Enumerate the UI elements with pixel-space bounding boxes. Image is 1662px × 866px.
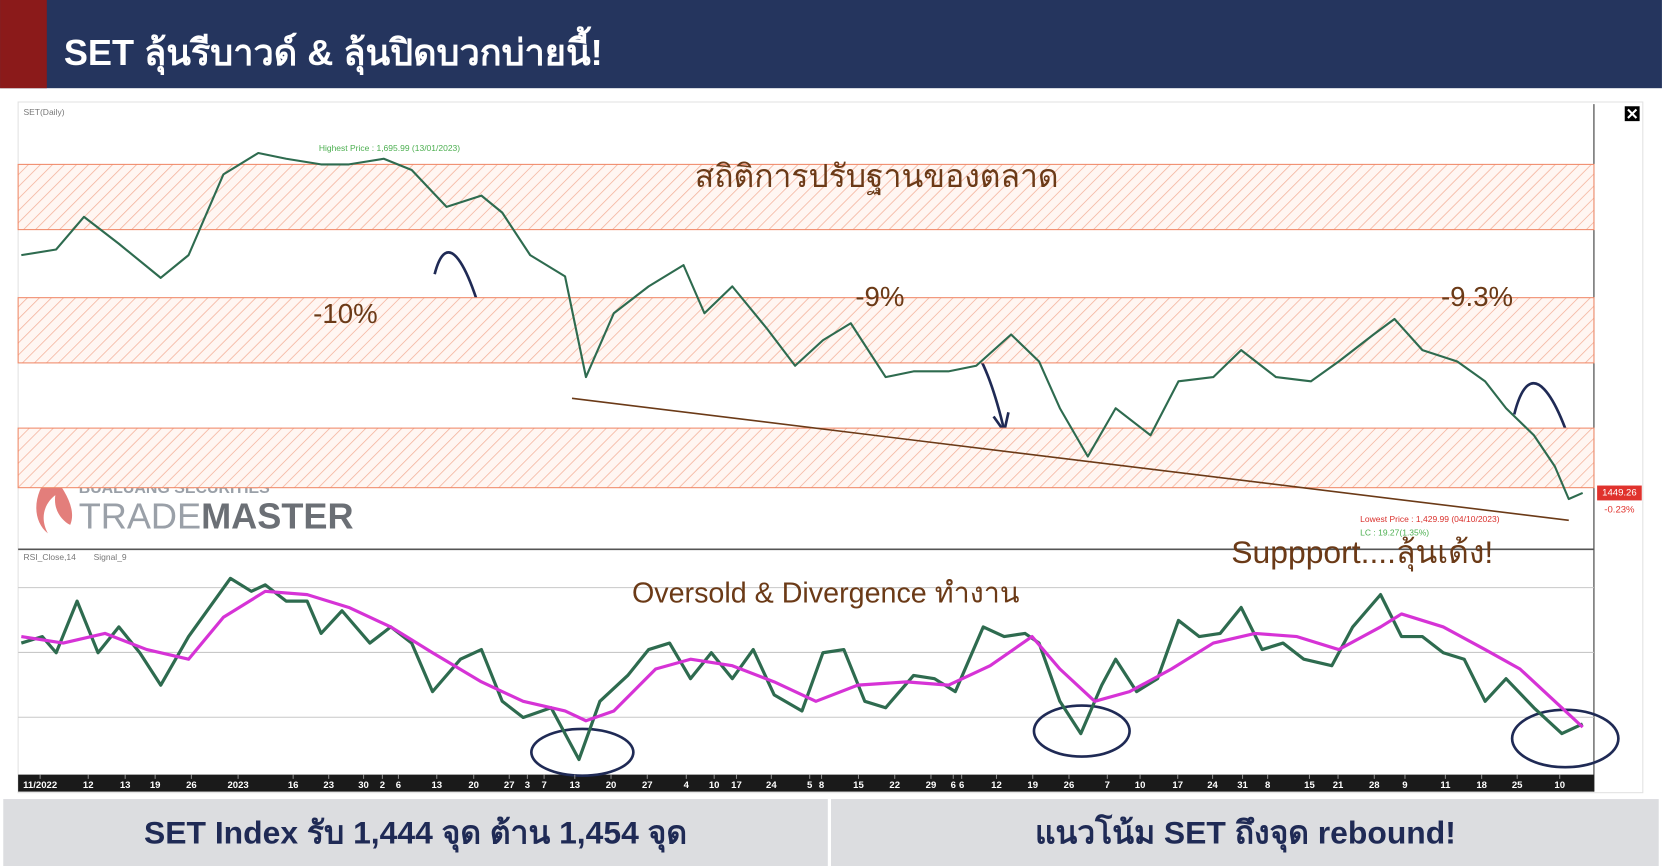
annotation: -9.3% — [1441, 281, 1513, 312]
series-line — [20, 576, 1584, 762]
support-band — [17, 163, 1595, 231]
footer-box — [3, 799, 828, 866]
support-band — [17, 297, 1595, 364]
last-change-label: -0.23% — [1604, 505, 1635, 516]
x-tick-label: 27 — [504, 780, 515, 791]
x-tick-label: 26 — [186, 780, 197, 791]
annotation: Oversold & Divergence ทำงาน — [632, 578, 1019, 610]
x-tick-label: 15 — [1304, 780, 1315, 791]
footer-box — [831, 799, 1659, 866]
trend-line — [571, 397, 1569, 522]
x-tick-label: 11/2022 — [23, 780, 57, 791]
x-tick-label: 6 — [951, 780, 956, 791]
x-tick-label: 24 — [766, 780, 777, 791]
header-bar — [0, 0, 1662, 89]
x-tick-label: 12 — [83, 780, 94, 791]
last-price-marker — [1597, 485, 1642, 501]
x-tick-label: 19 — [150, 780, 161, 791]
x-tick-label: 10 — [1135, 780, 1146, 791]
x-tick-label: 21 — [1333, 780, 1344, 791]
x-tick-label: 11 — [1440, 780, 1451, 791]
x-tick-label: 25 — [1512, 780, 1523, 791]
lowest-label: Lowest Price : 1,429.99 (04/10/2023) — [1360, 514, 1500, 524]
x-tick-label: 19 — [1027, 780, 1038, 791]
logo-brand: TRADEMASTER — [79, 495, 354, 536]
series-line — [21, 589, 1584, 729]
x-tick-label: 4 — [684, 780, 690, 791]
series-line — [21, 151, 1584, 501]
x-tick-label: 23 — [323, 780, 334, 791]
annotation: สถิติการปรับฐานของตลาด — [695, 158, 1059, 196]
logo-brand-first: TRADE — [79, 495, 201, 536]
highlight-ellipse — [530, 727, 635, 778]
annotation: -10% — [313, 298, 377, 329]
x-tick-label: 22 — [889, 780, 900, 791]
legend-entry: RSI_Close,14 — [23, 552, 76, 562]
x-tick-label: 27 — [642, 780, 653, 791]
x-tick-label: 12 — [991, 780, 1002, 791]
x-tick-label: 2 — [380, 780, 385, 791]
x-tick-label: 6 — [959, 780, 964, 791]
x-tick-label: 29 — [926, 780, 937, 791]
x-tick-label: 20 — [468, 780, 479, 791]
x-tick-label: 7 — [1105, 780, 1110, 791]
price-panel-label: SET(Daily) — [23, 107, 64, 117]
logo-brand-second: MASTER — [201, 495, 353, 536]
x-tick-label: 13 — [120, 780, 131, 791]
highlight-ellipse — [1032, 704, 1131, 758]
x-tick-label: 15 — [853, 780, 864, 791]
legend-entry: Signal_9 — [94, 552, 127, 562]
x-tick-label: 28 — [1369, 780, 1380, 791]
lc-label: LC : 19.27(1.35%) — [1360, 528, 1429, 538]
header-title: SET ลุ้นรีบาวด์ & ลุ้นปิดบวกบ่ายนี้! — [64, 26, 603, 76]
annotation: Suppport....ลุ้นเด้ง! — [1231, 534, 1493, 572]
last-price-label: 1449.26 — [1602, 488, 1637, 499]
x-tick-label: 26 — [1064, 780, 1075, 791]
support-band — [17, 427, 1595, 489]
header-accent — [0, 0, 47, 89]
annotation: -9% — [855, 281, 904, 312]
x-tick-label: 20 — [606, 780, 617, 791]
x-tick-label: 13 — [569, 780, 580, 791]
x-tick-label: 24 — [1207, 780, 1218, 791]
x-tick-label: 13 — [431, 780, 442, 791]
x-tick-label: 7 — [541, 780, 546, 791]
highest-label: Highest Price : 1,695.99 (13/01/2023) — [319, 143, 460, 153]
x-tick-label: 3 — [525, 780, 530, 791]
x-tick-label: 31 — [1237, 780, 1248, 791]
x-tick-label: 6 — [396, 780, 401, 791]
x-tick-label: 8 — [819, 780, 825, 791]
x-tick-label: 10 — [709, 780, 720, 791]
x-tick-label: 17 — [731, 780, 742, 791]
x-tick-label: 16 — [288, 780, 299, 791]
footer-right: แนวโน้ม SET ถึงจุด rebound! — [1035, 814, 1456, 854]
x-tick-label: 2023 — [227, 780, 248, 791]
x-tick-label: 30 — [358, 780, 369, 791]
x-tick-label: 18 — [1476, 780, 1487, 791]
x-tick-label: 10 — [1554, 780, 1565, 791]
x-tick-label: 17 — [1172, 780, 1183, 791]
x-tick-label: 8 — [1265, 780, 1271, 791]
footer-left: SET Index รับ 1,444 จุด ต้าน 1,454 จุด — [144, 815, 687, 854]
x-axis-bar — [18, 774, 1594, 792]
x-tick-label: 5 — [807, 780, 813, 791]
close-icon — [1627, 108, 1638, 119]
x-tick-label: 9 — [1402, 780, 1407, 791]
